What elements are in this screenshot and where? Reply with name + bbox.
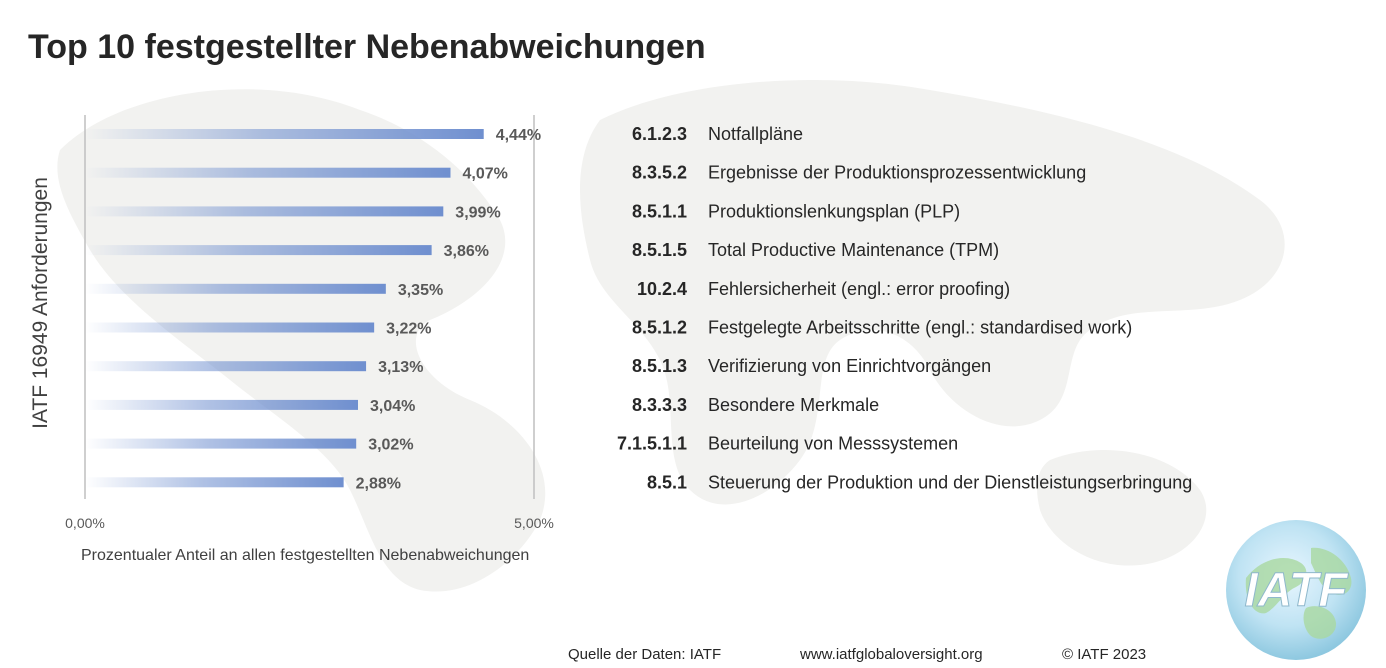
bar-10.2.4 — [85, 283, 386, 294]
bar-8.3.3.3 — [85, 399, 358, 410]
value-label: 2,88% — [356, 475, 401, 492]
requirement-code: 8.5.1.3 — [632, 356, 687, 376]
logo-text: IATF — [1244, 564, 1349, 617]
value-labels: 4,44% 4,07% 3,99% 3,86% 3,35% 3,22% 3,13% 3,04%… — [356, 127, 541, 492]
value-label: 4,44% — [496, 127, 541, 144]
chart-bars — [85, 129, 484, 488]
value-label: 3,04% — [370, 398, 415, 415]
value-label: 3,02% — [368, 437, 413, 454]
bar-8.5.1 — [85, 477, 344, 488]
value-label: 3,99% — [455, 204, 500, 221]
value-label: 3,13% — [378, 359, 423, 376]
x-tick-labels: 0,00% 5,00% — [65, 515, 554, 531]
page-title: Top 10 festgestellter Nebenabweichungen — [28, 28, 706, 66]
requirement-description: Produktionslenkungsplan (PLP) — [708, 201, 960, 221]
requirement-code: 8.5.1.5 — [632, 240, 687, 260]
value-label: 3,22% — [386, 321, 431, 338]
requirement-code: 8.5.1.1 — [632, 201, 687, 221]
requirement-description: Verifizierung von Einrichtvorgängen — [708, 356, 991, 376]
website-link[interactable]: www.iatfglobaloversight.org — [800, 646, 983, 663]
requirement-description: Fehlersicherheit (engl.: error proofing) — [708, 279, 1010, 299]
bar-8.5.1.1 — [85, 206, 444, 217]
bar-7.1.5.1.1 — [85, 438, 357, 449]
requirement-description: Festgelegte Arbeitsschritte (engl.: stan… — [708, 318, 1132, 338]
x-tick-label: 0,00% — [65, 515, 105, 531]
requirement-description: Beurteilung von Messsystemen — [708, 434, 958, 454]
requirement-description: Total Productive Maintenance (TPM) — [708, 240, 999, 260]
requirement-description: Besondere Merkmale — [708, 395, 879, 415]
requirement-code: 6.1.2.3 — [632, 124, 687, 144]
requirement-description: Ergebnisse der Produktionsprozessentwick… — [708, 163, 1086, 183]
requirement-code: 8.3.3.3 — [632, 395, 687, 415]
value-label: 3,86% — [444, 243, 489, 260]
value-label: 4,07% — [462, 166, 507, 183]
requirement-descriptions: Notfallpläne Ergebnisse der Produktionspr… — [708, 124, 1192, 492]
requirement-code: 8.5.1 — [647, 472, 687, 492]
copyright-note: © IATF 2023 — [1062, 646, 1147, 663]
requirement-codes: 6.1.2.3 8.3.5.2 8.5.1.1 8.5.1.5 10.2.4 8.5.1.… — [617, 124, 687, 492]
value-label: 3,35% — [398, 282, 443, 299]
requirement-code: 8.5.1.2 — [632, 318, 687, 338]
bar-6.1.2.3 — [85, 129, 484, 139]
requirement-code: 7.1.5.1.1 — [617, 434, 687, 454]
bar-8.5.1.2 — [85, 322, 375, 333]
y-axis-label: IATF 16949 Anforderungen — [29, 177, 52, 429]
requirement-code: 10.2.4 — [637, 279, 687, 299]
chart-grid — [84, 115, 535, 499]
requirement-description: Notfallpläne — [708, 124, 803, 144]
x-axis-label: Prozentualer Anteil an allen festgestell… — [81, 547, 529, 564]
bar-8.5.1.5 — [85, 245, 432, 256]
bar-8.3.5.2 — [85, 167, 451, 178]
requirement-description: Steuerung der Produktion und der Dienstl… — [708, 472, 1192, 492]
x-tick-label: 5,00% — [514, 515, 554, 531]
requirement-code: 8.3.5.2 — [632, 163, 687, 183]
source-note: Quelle der Daten: IATF — [568, 646, 722, 663]
bar-8.5.1.3 — [85, 361, 367, 372]
globe-logo-icon: IATF — [1226, 520, 1366, 660]
